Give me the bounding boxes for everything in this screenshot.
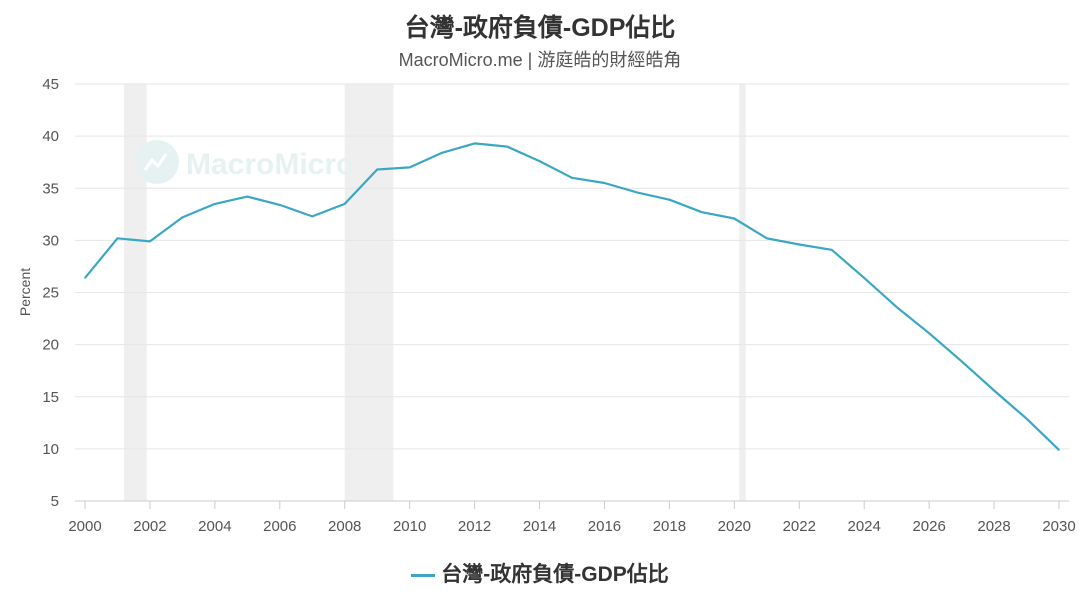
data-point[interactable] — [84, 277, 86, 279]
data-point[interactable] — [895, 306, 898, 308]
y-tick-label: 30 — [42, 232, 59, 249]
legend-swatch — [411, 573, 436, 577]
y-tick-label: 25 — [42, 285, 59, 302]
y-axis-label: Percent — [17, 268, 33, 316]
data-point[interactable] — [473, 142, 476, 145]
data-point[interactable] — [538, 160, 541, 162]
x-tick-label: 2000 — [68, 518, 101, 535]
data-point[interactable] — [376, 168, 379, 171]
chart-title: 台灣-政府負債-GDP佔比 — [404, 14, 676, 42]
data-point[interactable] — [960, 360, 963, 363]
data-point[interactable] — [603, 182, 606, 184]
y-tick-label: 45 — [42, 76, 59, 93]
data-point[interactable] — [1025, 417, 1028, 420]
data-point[interactable] — [668, 198, 671, 201]
x-tick-label: 2002 — [133, 518, 166, 535]
x-tick-label: 2012 — [458, 518, 491, 535]
legend[interactable]: 台灣-政府負債-GDP佔比 — [0, 558, 1080, 588]
data-point[interactable] — [506, 145, 508, 148]
x-tick-label: 2018 — [653, 518, 686, 535]
x-tick-label: 2022 — [783, 518, 816, 535]
x-tick-label: 2004 — [198, 518, 231, 535]
axes: 5 10 15 20 25 30 35 40 45 2000 2002 2004 2006 2008 201… — [42, 76, 1075, 535]
data-point[interactable] — [863, 277, 865, 279]
y-tick-label: 10 — [42, 441, 59, 458]
data-point[interactable] — [343, 203, 346, 205]
gridlines — [75, 83, 1069, 502]
data-point[interactable] — [1058, 449, 1060, 451]
y-tick-label: 35 — [42, 180, 59, 197]
data-point[interactable] — [311, 215, 314, 218]
series-line-0[interactable] — [84, 142, 1060, 451]
x-tick-label: 2008 — [328, 518, 361, 535]
y-tick-label: 40 — [42, 128, 59, 145]
data-point[interactable] — [798, 243, 801, 246]
legend-label: 台灣-政府負債-GDP佔比 — [441, 563, 669, 586]
data-point[interactable] — [993, 389, 995, 392]
x-tick-label: 2030 — [1042, 518, 1075, 535]
watermark: MacroMicro — [135, 140, 354, 184]
macromicro-logo-mark — [143, 153, 168, 171]
data-point[interactable] — [181, 216, 184, 219]
x-tick-label: 2014 — [523, 518, 556, 535]
data-point[interactable] — [636, 191, 638, 194]
data-point[interactable] — [571, 177, 573, 179]
data-point[interactable] — [116, 237, 119, 240]
data-point[interactable] — [441, 152, 443, 154]
chart-subtitle: MacroMicro.me | 游庭皓的財經皓角 — [398, 50, 682, 70]
x-tick-label: 2026 — [912, 518, 945, 535]
data-point[interactable] — [214, 203, 216, 205]
x-tick-label: 2006 — [263, 518, 296, 535]
data-point[interactable] — [246, 195, 249, 198]
x-tick-label: 2020 — [718, 518, 751, 535]
data-point[interactable] — [279, 204, 281, 206]
y-tick-label: 15 — [42, 389, 59, 406]
y-tick-label: 5 — [51, 493, 59, 510]
x-tick-label: 2016 — [588, 518, 621, 535]
data-point[interactable] — [766, 237, 768, 240]
y-tick-label: 20 — [42, 337, 59, 354]
x-tick-label: 2028 — [977, 518, 1010, 535]
data-point[interactable] — [149, 240, 151, 243]
data-point[interactable] — [701, 211, 703, 214]
data-point[interactable] — [830, 248, 833, 251]
macromicro-logo-icon — [135, 140, 179, 184]
x-tick-label: 2024 — [848, 518, 881, 535]
data-point[interactable] — [408, 166, 411, 169]
x-tick-label: 2010 — [393, 518, 426, 535]
data-point[interactable] — [928, 332, 930, 334]
series-group — [84, 142, 1060, 451]
data-point[interactable] — [733, 217, 736, 220]
watermark-text: MacroMicro — [186, 148, 354, 181]
